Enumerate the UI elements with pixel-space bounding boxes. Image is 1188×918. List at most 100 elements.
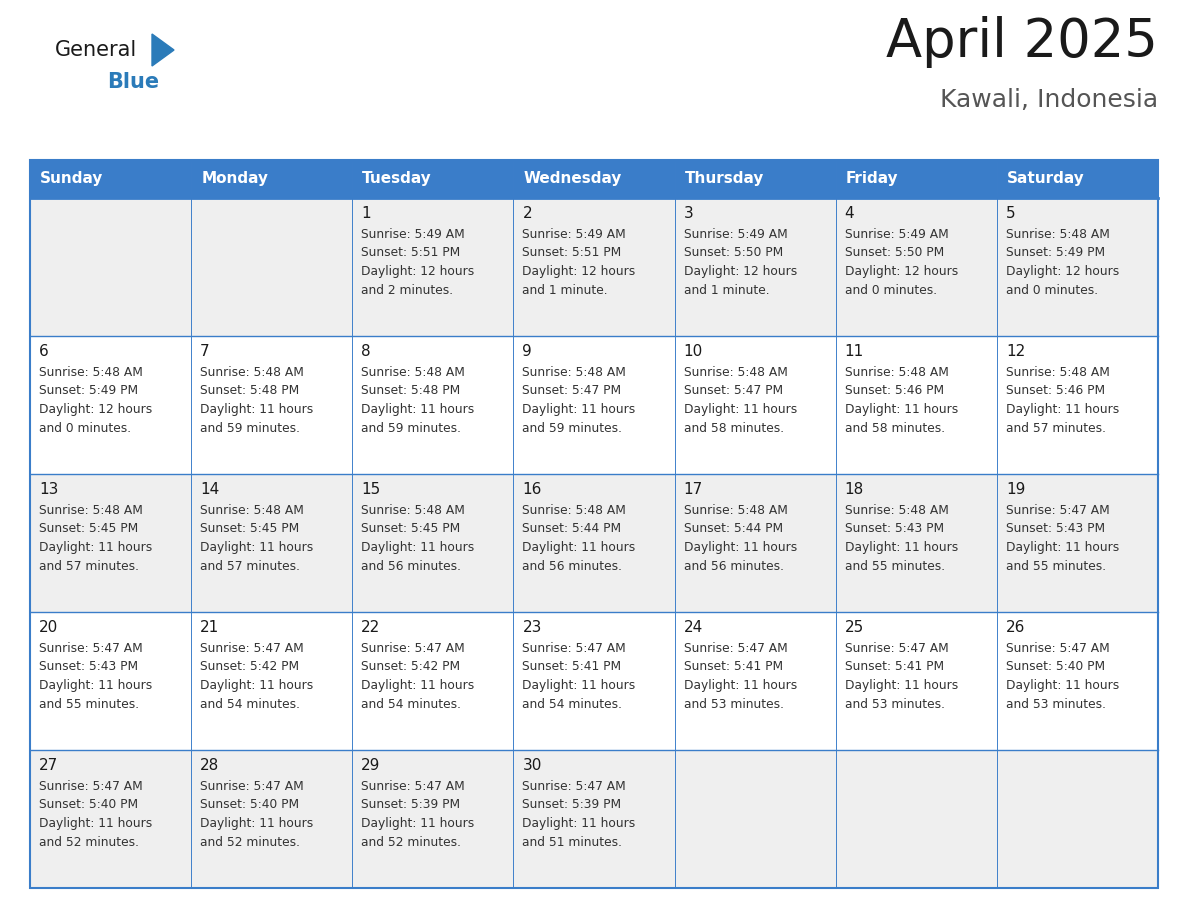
Text: General: General [55, 40, 138, 60]
Text: Sunset: 5:48 PM: Sunset: 5:48 PM [361, 385, 461, 397]
Text: Sunset: 5:42 PM: Sunset: 5:42 PM [361, 660, 461, 674]
Text: 27: 27 [39, 758, 58, 773]
Bar [191, 336, 353, 474]
Text: Sunrise: 5:48 AM: Sunrise: 5:48 AM [361, 366, 466, 379]
Text: Sunrise: 5:48 AM: Sunrise: 5:48 AM [200, 366, 304, 379]
Text: Blue: Blue [107, 72, 159, 92]
Text: and 57 minutes.: and 57 minutes. [39, 559, 139, 573]
Text: Daylight: 12 hours: Daylight: 12 hours [361, 265, 474, 278]
Bar [513, 160, 675, 198]
Bar [30, 198, 191, 336]
Text: and 54 minutes.: and 54 minutes. [523, 698, 623, 711]
Text: 16: 16 [523, 482, 542, 497]
Text: and 53 minutes.: and 53 minutes. [1006, 698, 1106, 711]
Text: Sunset: 5:41 PM: Sunset: 5:41 PM [523, 660, 621, 674]
Text: Sunrise: 5:48 AM: Sunrise: 5:48 AM [1006, 366, 1110, 379]
Bar [30, 612, 191, 750]
Text: Kawali, Indonesia: Kawali, Indonesia [940, 88, 1158, 112]
Bar [675, 160, 835, 198]
Text: Daylight: 11 hours: Daylight: 11 hours [39, 541, 152, 554]
Text: and 52 minutes.: and 52 minutes. [39, 835, 139, 848]
Text: Sunset: 5:46 PM: Sunset: 5:46 PM [845, 385, 943, 397]
Text: Sunrise: 5:49 AM: Sunrise: 5:49 AM [361, 228, 465, 241]
Text: Daylight: 11 hours: Daylight: 11 hours [683, 403, 797, 416]
Text: Sunrise: 5:48 AM: Sunrise: 5:48 AM [39, 504, 143, 517]
Text: Daylight: 11 hours: Daylight: 11 hours [523, 817, 636, 830]
Text: and 53 minutes.: and 53 minutes. [845, 698, 944, 711]
Text: and 55 minutes.: and 55 minutes. [39, 698, 139, 711]
Text: 15: 15 [361, 482, 380, 497]
Text: Daylight: 11 hours: Daylight: 11 hours [1006, 679, 1119, 692]
Text: 9: 9 [523, 344, 532, 359]
Text: Sunset: 5:51 PM: Sunset: 5:51 PM [361, 247, 461, 260]
Text: Sunrise: 5:47 AM: Sunrise: 5:47 AM [1006, 504, 1110, 517]
Text: and 51 minutes.: and 51 minutes. [523, 835, 623, 848]
Text: Daylight: 11 hours: Daylight: 11 hours [361, 679, 474, 692]
Text: 12: 12 [1006, 344, 1025, 359]
Bar [353, 198, 513, 336]
Text: and 59 minutes.: and 59 minutes. [523, 421, 623, 434]
Text: 8: 8 [361, 344, 371, 359]
Bar [835, 198, 997, 336]
Text: Daylight: 11 hours: Daylight: 11 hours [39, 817, 152, 830]
Text: Sunset: 5:40 PM: Sunset: 5:40 PM [39, 799, 138, 812]
Text: Daylight: 12 hours: Daylight: 12 hours [523, 265, 636, 278]
Bar [353, 474, 513, 612]
Text: Sunset: 5:47 PM: Sunset: 5:47 PM [683, 385, 783, 397]
Text: Sunrise: 5:47 AM: Sunrise: 5:47 AM [361, 780, 465, 793]
Text: 4: 4 [845, 206, 854, 221]
Text: and 0 minutes.: and 0 minutes. [845, 284, 937, 297]
Text: Sunset: 5:39 PM: Sunset: 5:39 PM [361, 799, 461, 812]
Bar [513, 198, 675, 336]
Text: Friday: Friday [846, 172, 898, 186]
Bar [675, 474, 835, 612]
Text: Sunrise: 5:47 AM: Sunrise: 5:47 AM [39, 642, 143, 655]
Text: Sunrise: 5:48 AM: Sunrise: 5:48 AM [361, 504, 466, 517]
Text: and 57 minutes.: and 57 minutes. [1006, 421, 1106, 434]
Bar [675, 750, 835, 888]
Bar [835, 160, 997, 198]
Text: 25: 25 [845, 620, 864, 635]
Text: Daylight: 11 hours: Daylight: 11 hours [523, 541, 636, 554]
Bar [353, 160, 513, 198]
Text: 18: 18 [845, 482, 864, 497]
Text: Sunset: 5:44 PM: Sunset: 5:44 PM [683, 522, 783, 535]
Bar [191, 474, 353, 612]
Bar [997, 750, 1158, 888]
Text: and 1 minute.: and 1 minute. [683, 284, 769, 297]
Text: Sunset: 5:47 PM: Sunset: 5:47 PM [523, 385, 621, 397]
Text: Daylight: 11 hours: Daylight: 11 hours [361, 541, 474, 554]
Bar [835, 612, 997, 750]
Text: Sunrise: 5:48 AM: Sunrise: 5:48 AM [523, 504, 626, 517]
Text: Daylight: 11 hours: Daylight: 11 hours [683, 679, 797, 692]
Bar [30, 474, 191, 612]
Bar [997, 160, 1158, 198]
Bar [191, 750, 353, 888]
Text: 14: 14 [200, 482, 220, 497]
Text: 30: 30 [523, 758, 542, 773]
Text: Daylight: 11 hours: Daylight: 11 hours [845, 679, 958, 692]
Text: and 54 minutes.: and 54 minutes. [200, 698, 301, 711]
Bar [835, 474, 997, 612]
Text: 3: 3 [683, 206, 694, 221]
Text: Daylight: 11 hours: Daylight: 11 hours [361, 817, 474, 830]
Text: Daylight: 11 hours: Daylight: 11 hours [845, 403, 958, 416]
Text: 17: 17 [683, 482, 703, 497]
Bar [191, 612, 353, 750]
Text: 28: 28 [200, 758, 220, 773]
Text: and 52 minutes.: and 52 minutes. [200, 835, 301, 848]
Bar [675, 198, 835, 336]
Bar [30, 160, 191, 198]
Text: and 53 minutes.: and 53 minutes. [683, 698, 784, 711]
Text: and 56 minutes.: and 56 minutes. [523, 559, 623, 573]
Text: Daylight: 12 hours: Daylight: 12 hours [39, 403, 152, 416]
Text: 21: 21 [200, 620, 220, 635]
Bar [353, 612, 513, 750]
Text: Sunset: 5:50 PM: Sunset: 5:50 PM [683, 247, 783, 260]
Text: and 0 minutes.: and 0 minutes. [39, 421, 131, 434]
Text: Sunrise: 5:47 AM: Sunrise: 5:47 AM [845, 642, 948, 655]
Text: Sunrise: 5:47 AM: Sunrise: 5:47 AM [683, 642, 788, 655]
Text: 2: 2 [523, 206, 532, 221]
Text: Daylight: 12 hours: Daylight: 12 hours [845, 265, 958, 278]
Text: Sunset: 5:43 PM: Sunset: 5:43 PM [845, 522, 943, 535]
